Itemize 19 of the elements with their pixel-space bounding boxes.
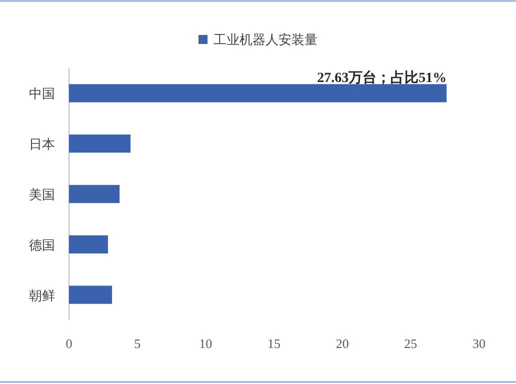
- bar: [69, 184, 120, 204]
- bar: [69, 134, 130, 153]
- bar: [69, 286, 112, 304]
- annotation: 27.63万台；占比51%: [317, 70, 447, 86]
- y-tick-label: 朝鲜: [29, 288, 55, 303]
- y-tick-label: 美国: [29, 187, 55, 202]
- x-tick-label: 30: [472, 336, 486, 351]
- y-tick-label: 日本: [29, 136, 55, 152]
- bar: [69, 84, 447, 102]
- x-tick-label: 15: [268, 336, 280, 351]
- legend-label: 工业机器人安装量: [214, 32, 318, 47]
- x-tick-label: 25: [404, 336, 418, 351]
- x-tick-label: 10: [199, 336, 212, 351]
- x-tick-label: 20: [336, 336, 349, 351]
- y-tick-label: 中国: [29, 86, 55, 102]
- x-tick-label: 0: [66, 336, 72, 351]
- bar: [69, 235, 108, 254]
- y-tick-label: 德国: [29, 237, 55, 252]
- x-tick-label: 5: [134, 336, 141, 351]
